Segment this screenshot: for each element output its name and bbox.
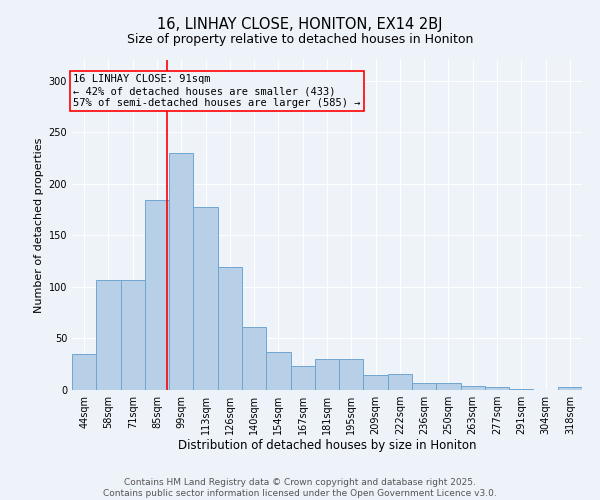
- Bar: [364, 374, 388, 390]
- Bar: [96, 280, 121, 390]
- Text: 16 LINHAY CLOSE: 91sqm
← 42% of detached houses are smaller (433)
57% of semi-de: 16 LINHAY CLOSE: 91sqm ← 42% of detached…: [73, 74, 361, 108]
- Bar: [72, 354, 96, 390]
- Bar: [558, 387, 582, 390]
- Text: Size of property relative to detached houses in Honiton: Size of property relative to detached ho…: [127, 32, 473, 46]
- Bar: [509, 389, 533, 390]
- Bar: [169, 153, 193, 390]
- Text: Contains HM Land Registry data © Crown copyright and database right 2025.
Contai: Contains HM Land Registry data © Crown c…: [103, 478, 497, 498]
- Bar: [315, 359, 339, 390]
- Bar: [290, 366, 315, 390]
- Bar: [461, 386, 485, 390]
- Bar: [485, 387, 509, 390]
- X-axis label: Distribution of detached houses by size in Honiton: Distribution of detached houses by size …: [178, 438, 476, 452]
- Bar: [436, 383, 461, 390]
- Bar: [121, 280, 145, 390]
- Bar: [218, 268, 242, 390]
- Bar: [145, 200, 169, 390]
- Bar: [266, 352, 290, 390]
- Bar: [193, 208, 218, 390]
- Text: 16, LINHAY CLOSE, HONITON, EX14 2BJ: 16, LINHAY CLOSE, HONITON, EX14 2BJ: [157, 18, 443, 32]
- Bar: [412, 383, 436, 390]
- Bar: [242, 327, 266, 390]
- Bar: [388, 374, 412, 390]
- Y-axis label: Number of detached properties: Number of detached properties: [34, 138, 44, 312]
- Bar: [339, 359, 364, 390]
